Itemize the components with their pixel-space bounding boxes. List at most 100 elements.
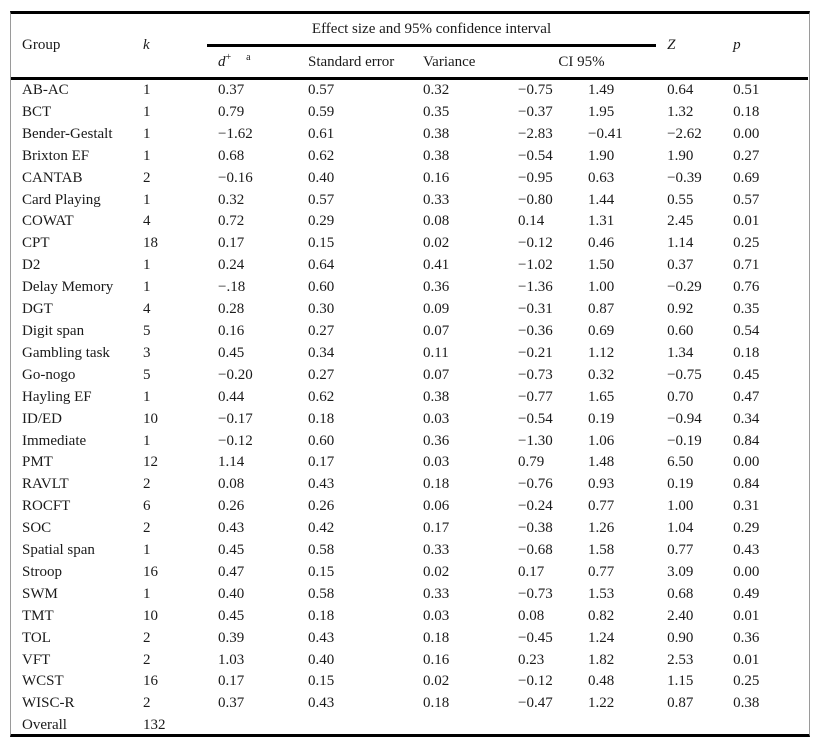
cell-z: 0.77 xyxy=(667,542,694,559)
cell-se: 0.15 xyxy=(308,563,335,580)
table-row: Go-nogo 5 −0.20 0.27 0.07 −0.73 0.32 −0.75 0.45 xyxy=(11,365,808,387)
cell-var: 0.18 xyxy=(423,695,450,712)
cell-d: 0.45 xyxy=(218,344,245,361)
cell-group: CPT xyxy=(22,235,50,252)
cell-se: 0.64 xyxy=(308,257,335,274)
cell-ci_hi: 1.12 xyxy=(588,344,615,361)
cell-d xyxy=(207,715,297,737)
table-header: Group k Effect size and 95% confidence i… xyxy=(11,14,809,80)
cell-k: 1 xyxy=(143,125,151,142)
cell-group: Go-nogo xyxy=(22,366,76,383)
table-row: Spatial span 1 0.45 0.58 0.33 −0.68 1.58 0.77 0.… xyxy=(11,540,808,562)
cell-p: 0.45 xyxy=(733,366,760,383)
cell-ci_hi: 1.58 xyxy=(588,542,615,559)
cell-ci_lo: −0.76 xyxy=(518,476,553,493)
cell-z xyxy=(656,715,722,737)
column-header-effect-size-span: Effect size and 95% confidence interval xyxy=(207,14,657,47)
cell-group: Hayling EF xyxy=(22,388,92,405)
cell-p: 0.51 xyxy=(733,82,760,98)
cell-var: 0.18 xyxy=(423,629,450,646)
cell-d: 0.28 xyxy=(218,301,245,318)
cell-ci_lo: −0.80 xyxy=(518,191,553,208)
cell-k: 1 xyxy=(143,542,151,559)
cell-k: 10 xyxy=(143,410,158,427)
cell-p: 0.27 xyxy=(733,147,760,164)
cell-group: Gambling task xyxy=(22,344,110,361)
cell-ci_hi: 0.77 xyxy=(588,563,615,580)
table-row: D2 1 0.24 0.64 0.41 −1.02 1.50 0.37 0.71 xyxy=(11,255,808,277)
cell-d: 0.47 xyxy=(218,563,245,580)
cell-var: 0.03 xyxy=(423,607,450,624)
cell-ci_hi: 1.95 xyxy=(588,103,615,120)
cell-d: 0.26 xyxy=(218,498,245,515)
cell-group: ID/ED xyxy=(22,410,62,427)
cell-group: SOC xyxy=(22,520,52,537)
cell-p: 0.18 xyxy=(733,103,760,120)
cell-se xyxy=(297,715,412,737)
cell-ci_hi: 1.00 xyxy=(588,279,615,296)
cell-ci_lo: −0.21 xyxy=(518,344,553,361)
cell-d: 0.72 xyxy=(218,213,245,230)
cell-se: 0.26 xyxy=(308,498,335,515)
cell-se: 0.30 xyxy=(308,301,335,318)
cell-p: 0.35 xyxy=(733,301,760,318)
cell-ci_lo: 0.14 xyxy=(518,213,545,230)
cell-ci_lo: 0.17 xyxy=(518,563,545,580)
cell-var: 0.02 xyxy=(423,563,450,580)
cell-ci_lo: −0.12 xyxy=(518,673,553,690)
table-row: PMT 12 1.14 0.17 0.03 0.79 1.48 6.50 0.00 xyxy=(11,452,808,474)
z-header-label: Z xyxy=(667,37,676,53)
cell-k: 18 xyxy=(143,235,158,252)
cell-group: ROCFT xyxy=(22,498,71,515)
cell-se: 0.57 xyxy=(308,191,335,208)
table-row: WCST 16 0.17 0.15 0.02 −0.12 0.48 1.15 0.25 xyxy=(11,671,808,693)
cell-var: 0.09 xyxy=(423,301,450,318)
cell-group: Bender-Gestalt xyxy=(22,125,113,142)
cell-k: 2 xyxy=(143,476,151,493)
cell-ci_hi: 0.48 xyxy=(588,673,615,690)
cell-ci_lo: −0.95 xyxy=(518,169,553,186)
cell-group: Stroop xyxy=(22,563,63,580)
cell-k: 16 xyxy=(143,563,158,580)
footnote-marker-a: a xyxy=(246,51,251,63)
cell-se: 0.62 xyxy=(308,147,335,164)
cell-k: 5 xyxy=(143,366,151,383)
cell-group: Immediate xyxy=(22,432,87,449)
cell-group: CANTAB xyxy=(22,169,83,186)
table-row: Bender-Gestalt 1 −1.62 0.61 0.38 −2.83 −0.41 −2… xyxy=(11,124,808,146)
table-row: TOL 2 0.39 0.43 0.18 −0.45 1.24 0.90 0.36 xyxy=(11,628,808,650)
cell-ci_hi: 1.65 xyxy=(588,388,615,405)
cell-ci_lo: −1.30 xyxy=(518,432,553,449)
cell-se: 0.27 xyxy=(308,322,335,339)
cell-se: 0.18 xyxy=(308,410,335,427)
cell-ci_lo: −0.73 xyxy=(518,585,553,602)
cell-se: 0.58 xyxy=(308,585,335,602)
results-table-frame: Group k Effect size and 95% confidence i… xyxy=(10,11,810,737)
cell-var: 0.07 xyxy=(423,322,450,339)
cell-var xyxy=(412,715,507,737)
cell-se: 0.58 xyxy=(308,542,335,559)
cell-p: 0.01 xyxy=(733,213,760,230)
cell-d: 1.14 xyxy=(218,454,245,471)
cell-z: 1.90 xyxy=(667,147,694,164)
cell-se: 0.43 xyxy=(308,695,335,712)
cell-p: 0.71 xyxy=(733,257,760,274)
cell-k: 2 xyxy=(143,695,151,712)
cell-ci_lo: −0.73 xyxy=(518,366,553,383)
cell-d: 0.45 xyxy=(218,607,245,624)
cell-z: 0.37 xyxy=(667,257,694,274)
cell-ci_hi: 1.26 xyxy=(588,520,615,537)
cell-se: 0.60 xyxy=(308,432,335,449)
cell-d: 0.37 xyxy=(218,82,245,98)
cell-z: −0.19 xyxy=(667,432,702,449)
cell-d: 0.79 xyxy=(218,103,245,120)
cell-k: 3 xyxy=(143,344,151,361)
cell-d: −0.12 xyxy=(218,432,253,449)
cell-group: Delay Memory xyxy=(22,279,114,296)
cell-p: 0.01 xyxy=(733,651,760,668)
cell-group: SWM xyxy=(22,585,58,602)
cell-k: 5 xyxy=(143,322,151,339)
cell-k: 4 xyxy=(143,301,151,318)
cell-p: 0.34 xyxy=(733,410,760,427)
cell-ci_hi xyxy=(577,715,656,737)
